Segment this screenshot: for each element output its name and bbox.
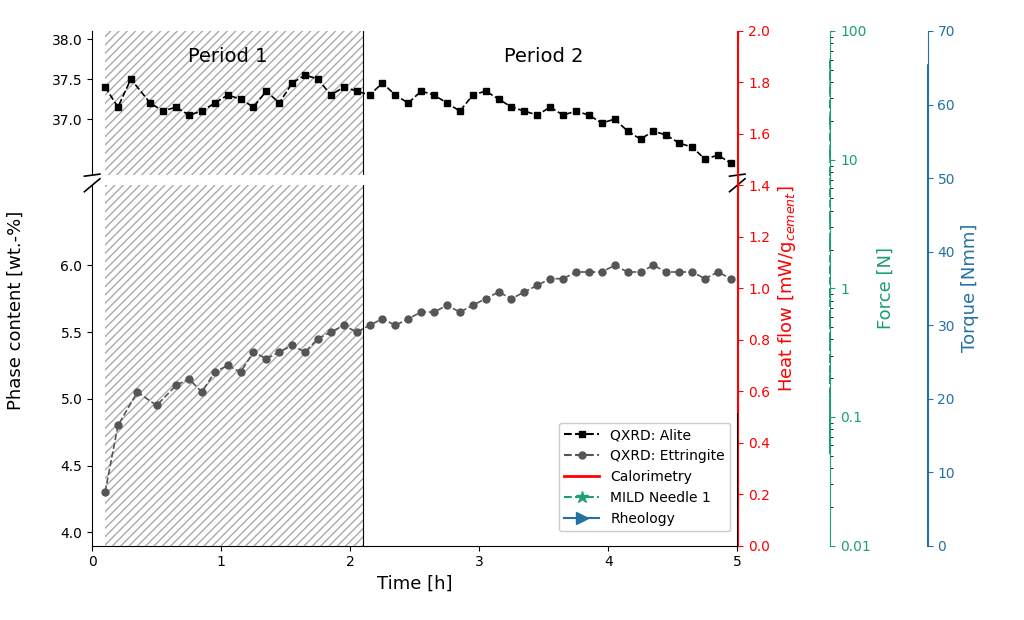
Text: Period 1: Period 1 xyxy=(187,47,267,66)
Y-axis label: Force [N]: Force [N] xyxy=(877,247,895,329)
X-axis label: Time [h]: Time [h] xyxy=(377,575,453,593)
Y-axis label: Torque [Nmm]: Torque [Nmm] xyxy=(961,224,979,353)
Text: Period 2: Period 2 xyxy=(504,47,584,66)
Bar xyxy=(105,31,364,175)
Y-axis label: Heat flow [mW/g$_{cement}$]: Heat flow [mW/g$_{cement}$] xyxy=(776,185,798,392)
Text: Phase content [wt.-%]: Phase content [wt.-%] xyxy=(6,210,25,410)
Bar xyxy=(105,185,364,546)
Legend: QXRD: Alite, QXRD: Ettringite, Calorimetry, MILD Needle 1, Rheology: QXRD: Alite, QXRD: Ettringite, Calorimet… xyxy=(559,423,730,531)
